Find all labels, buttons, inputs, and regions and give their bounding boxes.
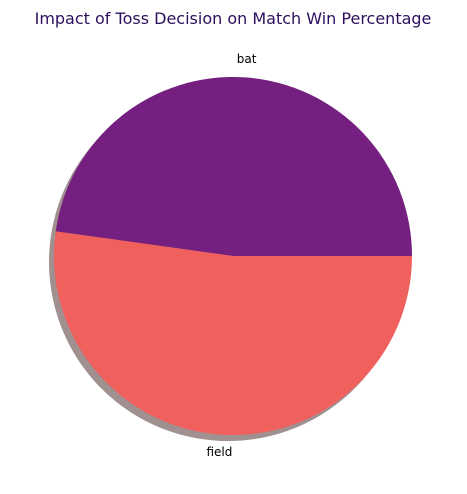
label-bat: bat (237, 52, 257, 66)
slice-field (53, 231, 413, 436)
pie-slices (53, 77, 413, 436)
chart-title: Impact of Toss Decision on Match Win Per… (35, 9, 432, 28)
slice-bat (55, 77, 413, 256)
pie-labels: bat field (206, 52, 256, 459)
label-field: field (206, 445, 232, 459)
